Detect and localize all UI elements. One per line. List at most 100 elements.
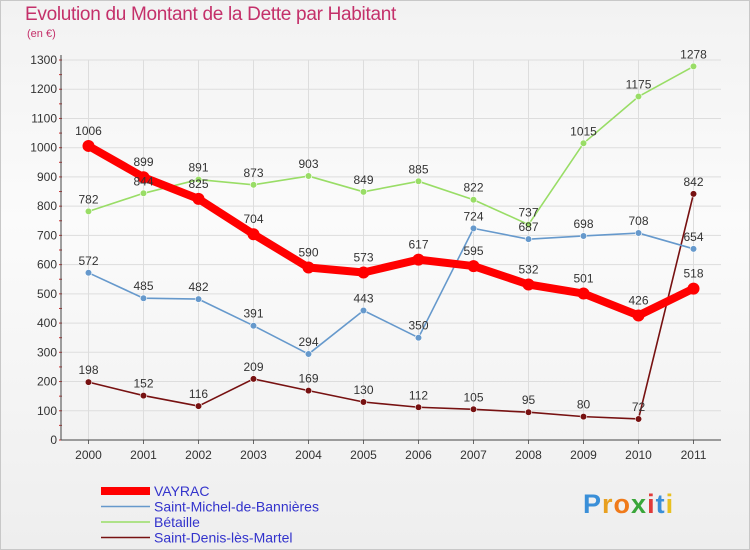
logo-letter: t	[655, 489, 666, 519]
data-label-saint-denis-les-martel: 105	[463, 390, 483, 404]
data-label-saint-denis-les-martel: 169	[298, 372, 318, 386]
x-tick-label: 2003	[240, 448, 267, 462]
data-point-saint-denis-les-martel	[689, 190, 698, 198]
data-point-vayrac	[412, 253, 425, 266]
data-point-saint-denis-les-martel	[414, 403, 423, 411]
data-point-saint-denis-les-martel	[524, 408, 533, 416]
data-point-betaille	[469, 196, 478, 204]
logo-letter: x	[631, 489, 648, 519]
y-tick-label: 200	[37, 375, 57, 389]
y-tick-label: 1300	[30, 53, 57, 67]
data-label-saint-denis-les-martel: 95	[522, 393, 536, 407]
data-label-saint-denis-les-martel: 130	[353, 383, 373, 397]
data-label-vayrac: 426	[628, 293, 648, 307]
x-tick-label: 2004	[295, 448, 322, 462]
data-label-vayrac: 518	[683, 267, 703, 281]
x-tick-label: 2005	[350, 448, 377, 462]
x-tick-label: 2008	[515, 448, 542, 462]
data-point-saint-denis-les-martel	[249, 375, 258, 383]
data-point-saint-michel-de-bannieres	[524, 235, 533, 243]
data-point-vayrac	[357, 266, 370, 279]
data-point-vayrac	[82, 139, 95, 152]
data-point-saint-michel-de-bannieres	[689, 245, 698, 253]
series-line-vayrac	[84, 141, 698, 320]
data-point-saint-michel-de-bannieres	[634, 229, 643, 237]
series-line-saint-denis-les-martel	[87, 193, 695, 420]
data-label-saint-denis-les-martel: 72	[632, 400, 646, 414]
data-point-saint-michel-de-bannieres	[359, 306, 368, 315]
data-label-betaille: 891	[188, 161, 208, 175]
data-label-vayrac: 501	[573, 272, 593, 286]
data-label-saint-michel-de-bannieres: 698	[573, 217, 593, 231]
data-label-betaille: 885	[408, 162, 428, 176]
legend-label: Saint-Denis-lès-Martel	[154, 530, 292, 546]
series-line-betaille	[87, 65, 695, 226]
data-label-betaille: 737	[518, 206, 538, 220]
logo-letter: i	[647, 489, 656, 519]
data-point-betaille	[689, 62, 698, 71]
legend: VAYRACSaint-Michel-de-BannièresBétailleS…	[101, 483, 319, 546]
x-tick-label: 2006	[405, 448, 432, 462]
data-point-vayrac	[632, 309, 645, 322]
data-label-vayrac: 595	[463, 244, 483, 258]
data-point-betaille	[194, 175, 203, 184]
data-point-betaille	[359, 188, 368, 196]
x-tick-label: 2009	[570, 448, 597, 462]
data-label-saint-denis-les-martel: 842	[683, 175, 703, 189]
data-label-vayrac: 617	[408, 238, 428, 252]
data-label-saint-michel-de-bannieres: 482	[188, 280, 208, 294]
data-label-saint-michel-de-bannieres: 391	[243, 307, 263, 321]
data-point-saint-michel-de-bannieres	[139, 294, 148, 302]
data-point-saint-denis-les-martel	[469, 405, 478, 413]
data-label-betaille: 903	[298, 157, 318, 171]
data-label-saint-denis-les-martel: 152	[133, 377, 153, 391]
data-label-betaille: 849	[353, 173, 373, 187]
data-label-vayrac: 1006	[75, 124, 102, 138]
data-point-saint-michel-de-bannieres	[579, 232, 588, 240]
legend-label: Bétaille	[154, 514, 200, 530]
proxiti-logo: Proxiti	[583, 489, 674, 520]
data-point-vayrac	[247, 228, 260, 241]
data-point-saint-denis-les-martel	[84, 378, 93, 386]
data-point-betaille	[634, 92, 643, 101]
data-label-betaille: 844	[133, 174, 153, 188]
y-tick-label: 600	[37, 258, 57, 272]
data-label-betaille: 822	[463, 181, 483, 195]
data-label-vayrac: 573	[353, 251, 373, 265]
data-point-vayrac	[192, 192, 205, 205]
data-point-saint-michel-de-bannieres	[469, 224, 478, 232]
data-point-betaille	[84, 207, 93, 216]
x-tick-label: 2001	[130, 448, 157, 462]
chart-title: Evolution du Montant de la Dette par Hab…	[25, 4, 396, 25]
y-tick-label: 1000	[30, 141, 57, 155]
y-tick-label: 0	[50, 433, 57, 447]
data-point-saint-michel-de-bannieres	[304, 350, 313, 358]
data-label-vayrac: 825	[188, 177, 208, 191]
data-point-vayrac	[687, 282, 700, 295]
logo-letter: o	[613, 489, 632, 519]
data-label-saint-michel-de-bannieres: 294	[298, 335, 318, 349]
y-tick-label: 1200	[30, 82, 57, 96]
data-label-vayrac: 704	[243, 212, 263, 226]
y-tick-label: 700	[37, 228, 57, 242]
data-point-saint-michel-de-bannieres	[194, 295, 203, 303]
y-tick-label: 1100	[31, 111, 57, 125]
data-label-vayrac: 899	[133, 155, 153, 169]
logo-letter: i	[665, 489, 675, 519]
data-label-betaille: 873	[243, 166, 263, 180]
logo-letter: P	[583, 489, 603, 519]
data-point-saint-denis-les-martel	[139, 391, 148, 400]
series-line-saint-michel-de-bannieres	[87, 227, 695, 355]
y-tick-label: 400	[37, 316, 57, 330]
data-label-saint-michel-de-bannieres: 443	[353, 292, 373, 306]
x-axis: 2000 2001 2002 2003 2004 2005 2006 2007 2008 2009…	[61, 439, 721, 462]
data-label-saint-michel-de-bannieres: 724	[463, 209, 483, 223]
legend-label: Saint-Michel-de-Bannières	[154, 499, 319, 515]
data-point-vayrac	[467, 260, 480, 273]
x-tick-label: 2007	[460, 448, 487, 462]
data-point-betaille	[139, 189, 148, 197]
y-tick-label: 900	[37, 170, 57, 184]
data-label-saint-michel-de-bannieres: 485	[133, 279, 153, 293]
